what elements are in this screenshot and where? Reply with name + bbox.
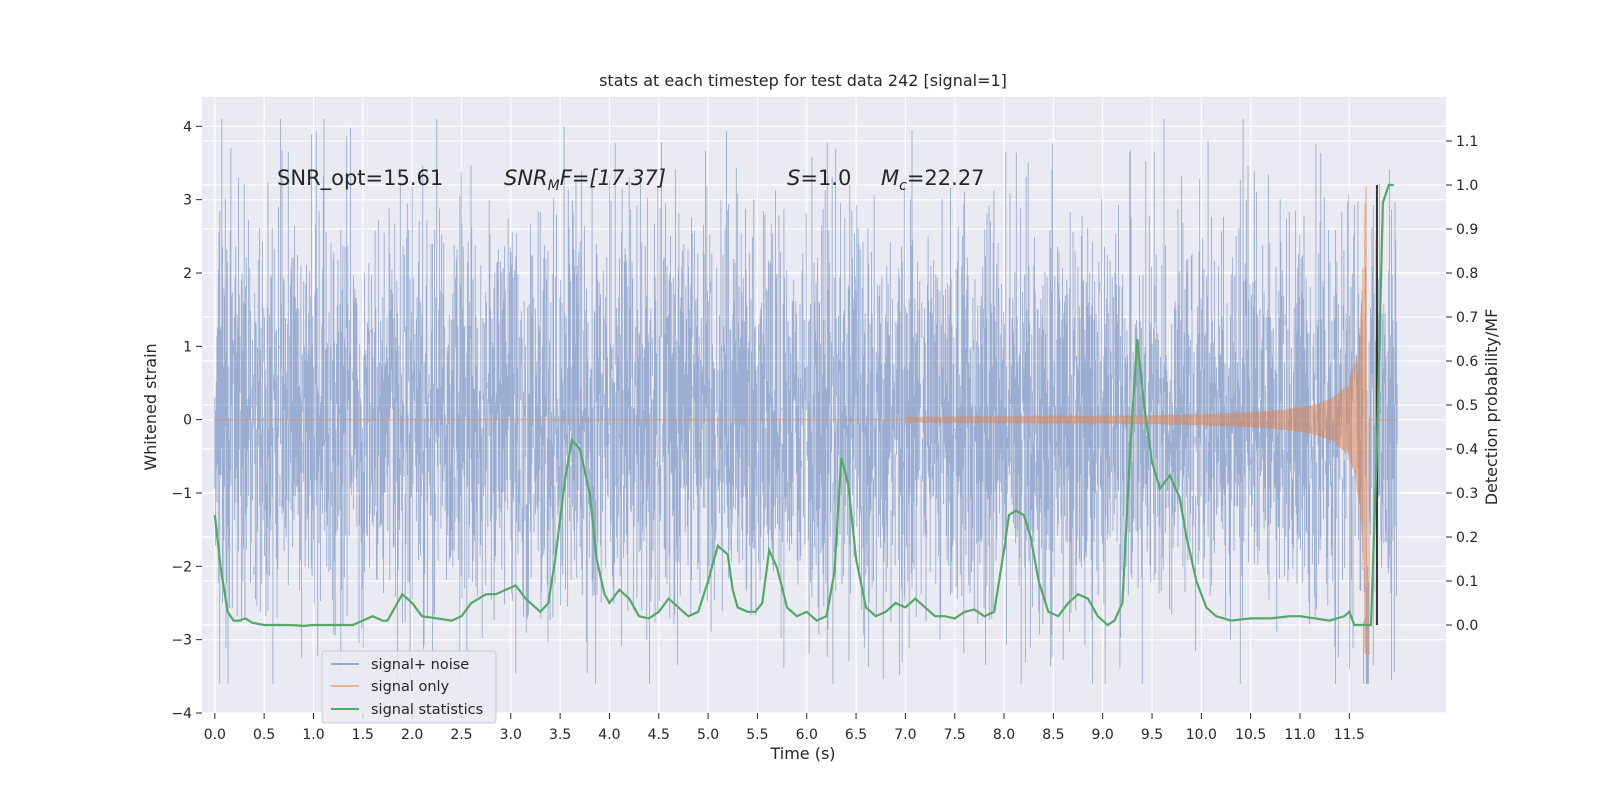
annotation-snr-mf-main: SNR bbox=[504, 166, 548, 190]
y-tick-label: 3 bbox=[183, 193, 192, 209]
x-tick-label: 11.0 bbox=[1284, 727, 1315, 743]
y-tick-label: −2 bbox=[171, 559, 192, 575]
x-tick-label: 9.5 bbox=[1141, 727, 1163, 743]
x-tick-label: 10.0 bbox=[1186, 727, 1217, 743]
x-axis: 0.0 0.5 1.0 1.5 2.0 2.5 3.0 3.5 4.0 4.5 5.0 5.5 6.0 6… bbox=[204, 713, 1365, 743]
x-tick-label: 9.0 bbox=[1092, 727, 1114, 743]
legend-label-signal-only: signal only bbox=[371, 679, 450, 695]
y-tick-label: 4 bbox=[183, 119, 192, 135]
annotation-snr-opt: SNR_opt=15.61 bbox=[277, 166, 443, 191]
x-tick-label: 4.5 bbox=[648, 727, 670, 743]
signal-trace bbox=[214, 186, 1398, 655]
right-y-tick-label: 1.1 bbox=[1456, 134, 1478, 150]
x-axis-label: Time (s) bbox=[769, 744, 835, 763]
annotation-s-main: S bbox=[787, 166, 800, 190]
annotation-mc: Mc=22.27 bbox=[881, 166, 985, 194]
annotation-mc-tail: =22.27 bbox=[907, 166, 985, 190]
y-tick-label: −1 bbox=[171, 486, 192, 502]
annotation-s-tail: =1.0 bbox=[800, 166, 851, 190]
x-tick-label: 3.5 bbox=[549, 727, 571, 743]
x-tick-label: 10.5 bbox=[1235, 727, 1266, 743]
legend-box bbox=[321, 650, 497, 724]
right-y-axis-label: Detection probability/MF bbox=[1482, 309, 1501, 506]
right-y-tick-label: 0.0 bbox=[1456, 618, 1478, 634]
right-y-tick-label: 0.1 bbox=[1456, 574, 1478, 590]
x-tick-label: 3.0 bbox=[500, 727, 522, 743]
legend-label-signal-statistics: signal statistics bbox=[371, 702, 483, 718]
x-tick-label: 6.5 bbox=[845, 727, 867, 743]
y-tick-label: −3 bbox=[171, 633, 192, 649]
right-y-tick-label: 0.2 bbox=[1456, 530, 1478, 546]
statistics-trace bbox=[213, 183, 1394, 628]
right-y-tick-label: 0.3 bbox=[1456, 486, 1478, 502]
x-tick-label: 0.5 bbox=[253, 727, 275, 743]
x-tick-label: 4.0 bbox=[598, 727, 620, 743]
x-tick-label: 8.5 bbox=[1042, 727, 1064, 743]
right-y-tick-label: 1.0 bbox=[1456, 178, 1478, 194]
y-tick-label: 2 bbox=[183, 266, 192, 282]
annotation-s: S=1.0 bbox=[787, 166, 851, 190]
right-y-tick-label: 0.4 bbox=[1456, 442, 1478, 458]
y-tick-label: 1 bbox=[183, 339, 192, 355]
right-y-tick-label: 0.5 bbox=[1456, 398, 1478, 414]
y-axis-label: Whitened strain bbox=[141, 343, 160, 470]
x-tick-label: 5.5 bbox=[746, 727, 768, 743]
series-signal-statistics bbox=[213, 183, 1394, 628]
x-tick-label: 7.0 bbox=[894, 727, 916, 743]
annotation-mc-main: M bbox=[881, 166, 899, 190]
annotation-mc-sub: c bbox=[899, 178, 907, 194]
x-tick-label: 2.0 bbox=[401, 727, 423, 743]
annotation-snr-mf: SNRMF=[17.37] bbox=[504, 166, 666, 194]
left-y-axis: −4 −3 −2 −1 0 1 2 3 4 bbox=[171, 119, 202, 722]
x-tick-label: 0.0 bbox=[204, 727, 226, 743]
x-tick-label: 5.0 bbox=[697, 727, 719, 743]
chart-title: stats at each timestep for test data 242… bbox=[599, 71, 1007, 90]
x-tick-label: 8.0 bbox=[993, 727, 1015, 743]
right-y-tick-label: 0.9 bbox=[1456, 222, 1478, 238]
y-tick-label: −4 bbox=[171, 706, 192, 722]
right-y-axis: 0.0 0.1 0.2 0.3 0.4 0.5 0.6 0.7 0.8 0.9 1.0 1.1 bbox=[1446, 134, 1478, 634]
annotation-snr-mf-sub: M bbox=[548, 178, 560, 194]
x-tick-label: 6.0 bbox=[796, 727, 818, 743]
x-tick-label: 11.5 bbox=[1334, 727, 1365, 743]
legend: signal+ noise signal only signal statist… bbox=[321, 650, 497, 724]
legend-label-signal-noise: signal+ noise bbox=[371, 657, 469, 673]
right-y-tick-label: 0.8 bbox=[1456, 266, 1478, 282]
right-y-tick-label: 0.6 bbox=[1456, 354, 1478, 370]
x-tick-label: 2.5 bbox=[450, 727, 472, 743]
annotation-snr-mf-tail: F=[17.37] bbox=[560, 166, 666, 190]
x-tick-label: 7.5 bbox=[944, 727, 966, 743]
y-tick-label: 0 bbox=[183, 413, 192, 429]
x-tick-label: 1.5 bbox=[352, 727, 374, 743]
right-y-tick-label: 0.7 bbox=[1456, 310, 1478, 326]
x-tick-label: 1.0 bbox=[302, 727, 324, 743]
